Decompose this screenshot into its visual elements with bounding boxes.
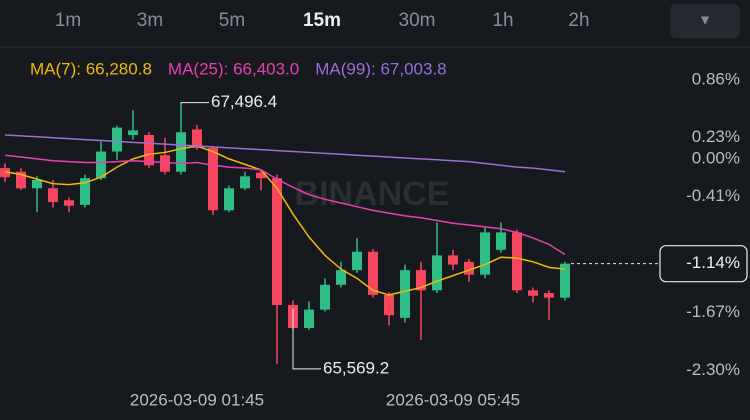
max-pointer xyxy=(180,102,209,105)
candle-body xyxy=(528,290,538,296)
ma-legend: MA(25): 66,403.0 xyxy=(168,59,299,78)
max-label: 67,496.4 xyxy=(211,92,277,111)
candle-body xyxy=(80,178,90,205)
y-tick-label: -1.67% xyxy=(686,302,740,321)
candle-body xyxy=(448,255,458,265)
y-tick-label: 0.23% xyxy=(692,127,740,146)
ma-legend: MA(99): 67,003.8 xyxy=(315,59,446,78)
candle-body xyxy=(304,309,314,329)
candle-body xyxy=(96,151,106,179)
timeframe-tab[interactable]: 1h xyxy=(492,10,513,31)
candle-body xyxy=(352,251,362,271)
candle-body xyxy=(160,155,170,172)
candle-body xyxy=(464,261,474,275)
candle-body xyxy=(544,293,554,298)
candle-body xyxy=(112,127,122,152)
ma-legend: MA(7): 66,280.8 xyxy=(30,59,152,78)
timeframe-tab[interactable]: 3m xyxy=(137,10,163,31)
min-pointer xyxy=(292,308,321,370)
candle-body xyxy=(368,251,378,295)
timeframe-tab[interactable]: 2h xyxy=(568,10,589,31)
ma-line xyxy=(4,145,566,296)
candle-body xyxy=(64,200,74,206)
candle-body xyxy=(400,270,410,318)
x-tick-label: 2026-03-09 05:45 xyxy=(386,390,520,409)
candle-body xyxy=(272,178,282,306)
ma-line xyxy=(4,134,566,173)
candle-body xyxy=(208,147,218,211)
candle-body xyxy=(496,232,506,250)
y-tick-label: 0.00% xyxy=(692,148,740,167)
timeframe-tab[interactable]: 1m xyxy=(55,10,81,31)
timeframe-tab[interactable]: 5m xyxy=(219,10,245,31)
candle-body xyxy=(480,232,490,275)
candle-body xyxy=(32,180,42,189)
y-tick-label: -0.41% xyxy=(686,186,740,205)
current-price-label: -1.14% xyxy=(686,253,740,272)
candle-body xyxy=(48,188,58,203)
candle-body xyxy=(128,130,138,135)
candle-body xyxy=(560,263,570,298)
x-tick-label: 2026-03-09 01:45 xyxy=(130,390,264,409)
candle-body xyxy=(144,134,154,166)
current-price-box xyxy=(659,245,748,283)
timeframe-tab[interactable]: 30m xyxy=(399,10,436,31)
candle-body xyxy=(432,255,442,291)
candle-body xyxy=(176,132,186,172)
y-tick-label: 0.86% xyxy=(692,69,740,88)
candle-body xyxy=(320,284,330,310)
menu-icon[interactable]: ▼ xyxy=(698,12,712,28)
y-tick-label: -2.30% xyxy=(686,360,740,379)
candle-body xyxy=(0,168,10,178)
candle-body xyxy=(240,176,250,189)
menu-button[interactable] xyxy=(670,4,740,38)
candle-body xyxy=(384,294,394,316)
candle-body xyxy=(416,270,426,291)
candle-body xyxy=(224,188,234,211)
candle-body xyxy=(16,171,26,189)
candle-body xyxy=(512,232,522,291)
timeframe-tab[interactable]: 15m xyxy=(303,10,341,31)
min-label: 65,569.2 xyxy=(323,358,389,377)
candle-body xyxy=(192,129,202,148)
watermark: BINANCE xyxy=(295,175,450,213)
candle-body xyxy=(336,270,346,285)
candle-body xyxy=(256,172,266,179)
ma-line xyxy=(4,154,566,256)
